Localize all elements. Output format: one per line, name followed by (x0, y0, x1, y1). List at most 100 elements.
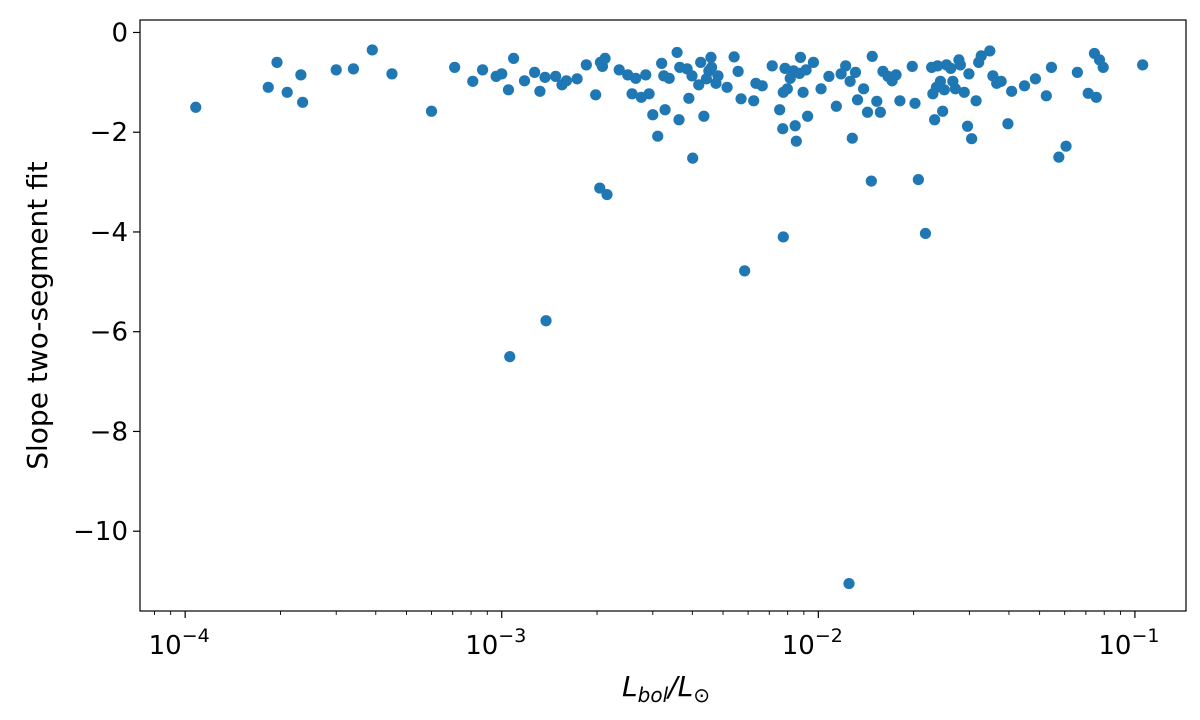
data-point (271, 56, 283, 68)
data-point (984, 45, 996, 57)
data-point (909, 97, 921, 109)
data-point (281, 86, 293, 98)
data-point (865, 175, 877, 187)
data-point (794, 51, 807, 64)
data-point (934, 75, 947, 87)
data-point (594, 182, 606, 194)
data-point (735, 93, 747, 105)
data-point (728, 51, 740, 63)
data-point (844, 75, 856, 87)
data-point (871, 95, 883, 107)
data-point (906, 60, 918, 72)
data-point (815, 83, 827, 95)
plot-frame (139, 19, 1187, 612)
data-point (954, 59, 966, 71)
data-point (297, 96, 309, 108)
data-point (1018, 80, 1031, 92)
data-point (789, 120, 801, 132)
data-point (640, 69, 652, 81)
data-point (732, 65, 744, 77)
data-point (858, 83, 870, 95)
data-point (560, 75, 572, 87)
data-point (802, 110, 814, 122)
data-point (496, 68, 508, 80)
data-point (894, 95, 906, 107)
data-point (366, 44, 378, 56)
data-point (695, 56, 707, 68)
data-point (774, 104, 786, 116)
data-point (705, 61, 718, 73)
y-tick-label: −10 (73, 517, 128, 547)
data-point (739, 265, 751, 277)
data-point (626, 88, 638, 100)
data-point (599, 52, 611, 64)
data-point (518, 75, 531, 87)
data-point (601, 188, 613, 201)
data-point (830, 100, 842, 112)
data-point (779, 62, 791, 74)
data-point (781, 83, 793, 95)
data-point (912, 173, 924, 186)
data-point (949, 83, 962, 95)
data-point (467, 75, 479, 87)
data-point (663, 72, 675, 84)
x-tick-label: 10−1 (1098, 625, 1159, 661)
data-point (647, 109, 659, 121)
data-point (777, 231, 789, 243)
data-point (866, 50, 878, 63)
data-point (777, 123, 789, 135)
data-point (861, 106, 874, 118)
data-point (931, 60, 944, 72)
data-point (613, 64, 625, 76)
data-point (425, 105, 438, 117)
data-point (590, 89, 602, 101)
data-point (693, 79, 705, 91)
data-point (347, 63, 360, 75)
data-point (995, 75, 1007, 87)
data-point (1097, 61, 1109, 73)
data-point (766, 60, 778, 72)
data-point (961, 120, 974, 132)
data-point (721, 81, 733, 93)
data-point (571, 73, 583, 85)
data-point (1045, 61, 1058, 73)
data-point (823, 70, 835, 82)
data-point (1006, 85, 1018, 97)
data-point (963, 68, 975, 80)
data-point (262, 81, 274, 93)
data-point (1090, 91, 1102, 103)
data-point (659, 104, 671, 116)
data-point (652, 130, 664, 142)
data-point (630, 72, 642, 84)
data-point (797, 86, 809, 98)
data-point (190, 101, 202, 113)
y-tick-label: −4 (90, 218, 128, 248)
data-point (712, 70, 724, 82)
data-point (938, 84, 950, 96)
data-point (449, 61, 461, 73)
data-point (966, 133, 978, 145)
data-point (539, 71, 551, 83)
data-point (330, 64, 342, 76)
data-point (504, 351, 516, 363)
data-point (840, 60, 852, 72)
data-point (295, 69, 307, 81)
data-point (958, 86, 970, 98)
x-tick-label: 10−4 (149, 625, 210, 661)
data-point (698, 110, 710, 122)
data-point (919, 227, 932, 240)
data-point (1040, 90, 1052, 102)
data-point (686, 70, 698, 82)
y-axis-label: Slope two-segment fit (21, 161, 54, 470)
data-point (507, 52, 520, 64)
data-point (937, 105, 949, 117)
x-tick-label: 10−3 (465, 625, 526, 661)
data-point (800, 64, 812, 76)
data-point (673, 114, 685, 126)
data-point (502, 84, 515, 96)
data-point (849, 66, 862, 78)
data-point (843, 577, 855, 590)
y-tick-label: −2 (90, 118, 128, 148)
data-point (1071, 66, 1083, 78)
